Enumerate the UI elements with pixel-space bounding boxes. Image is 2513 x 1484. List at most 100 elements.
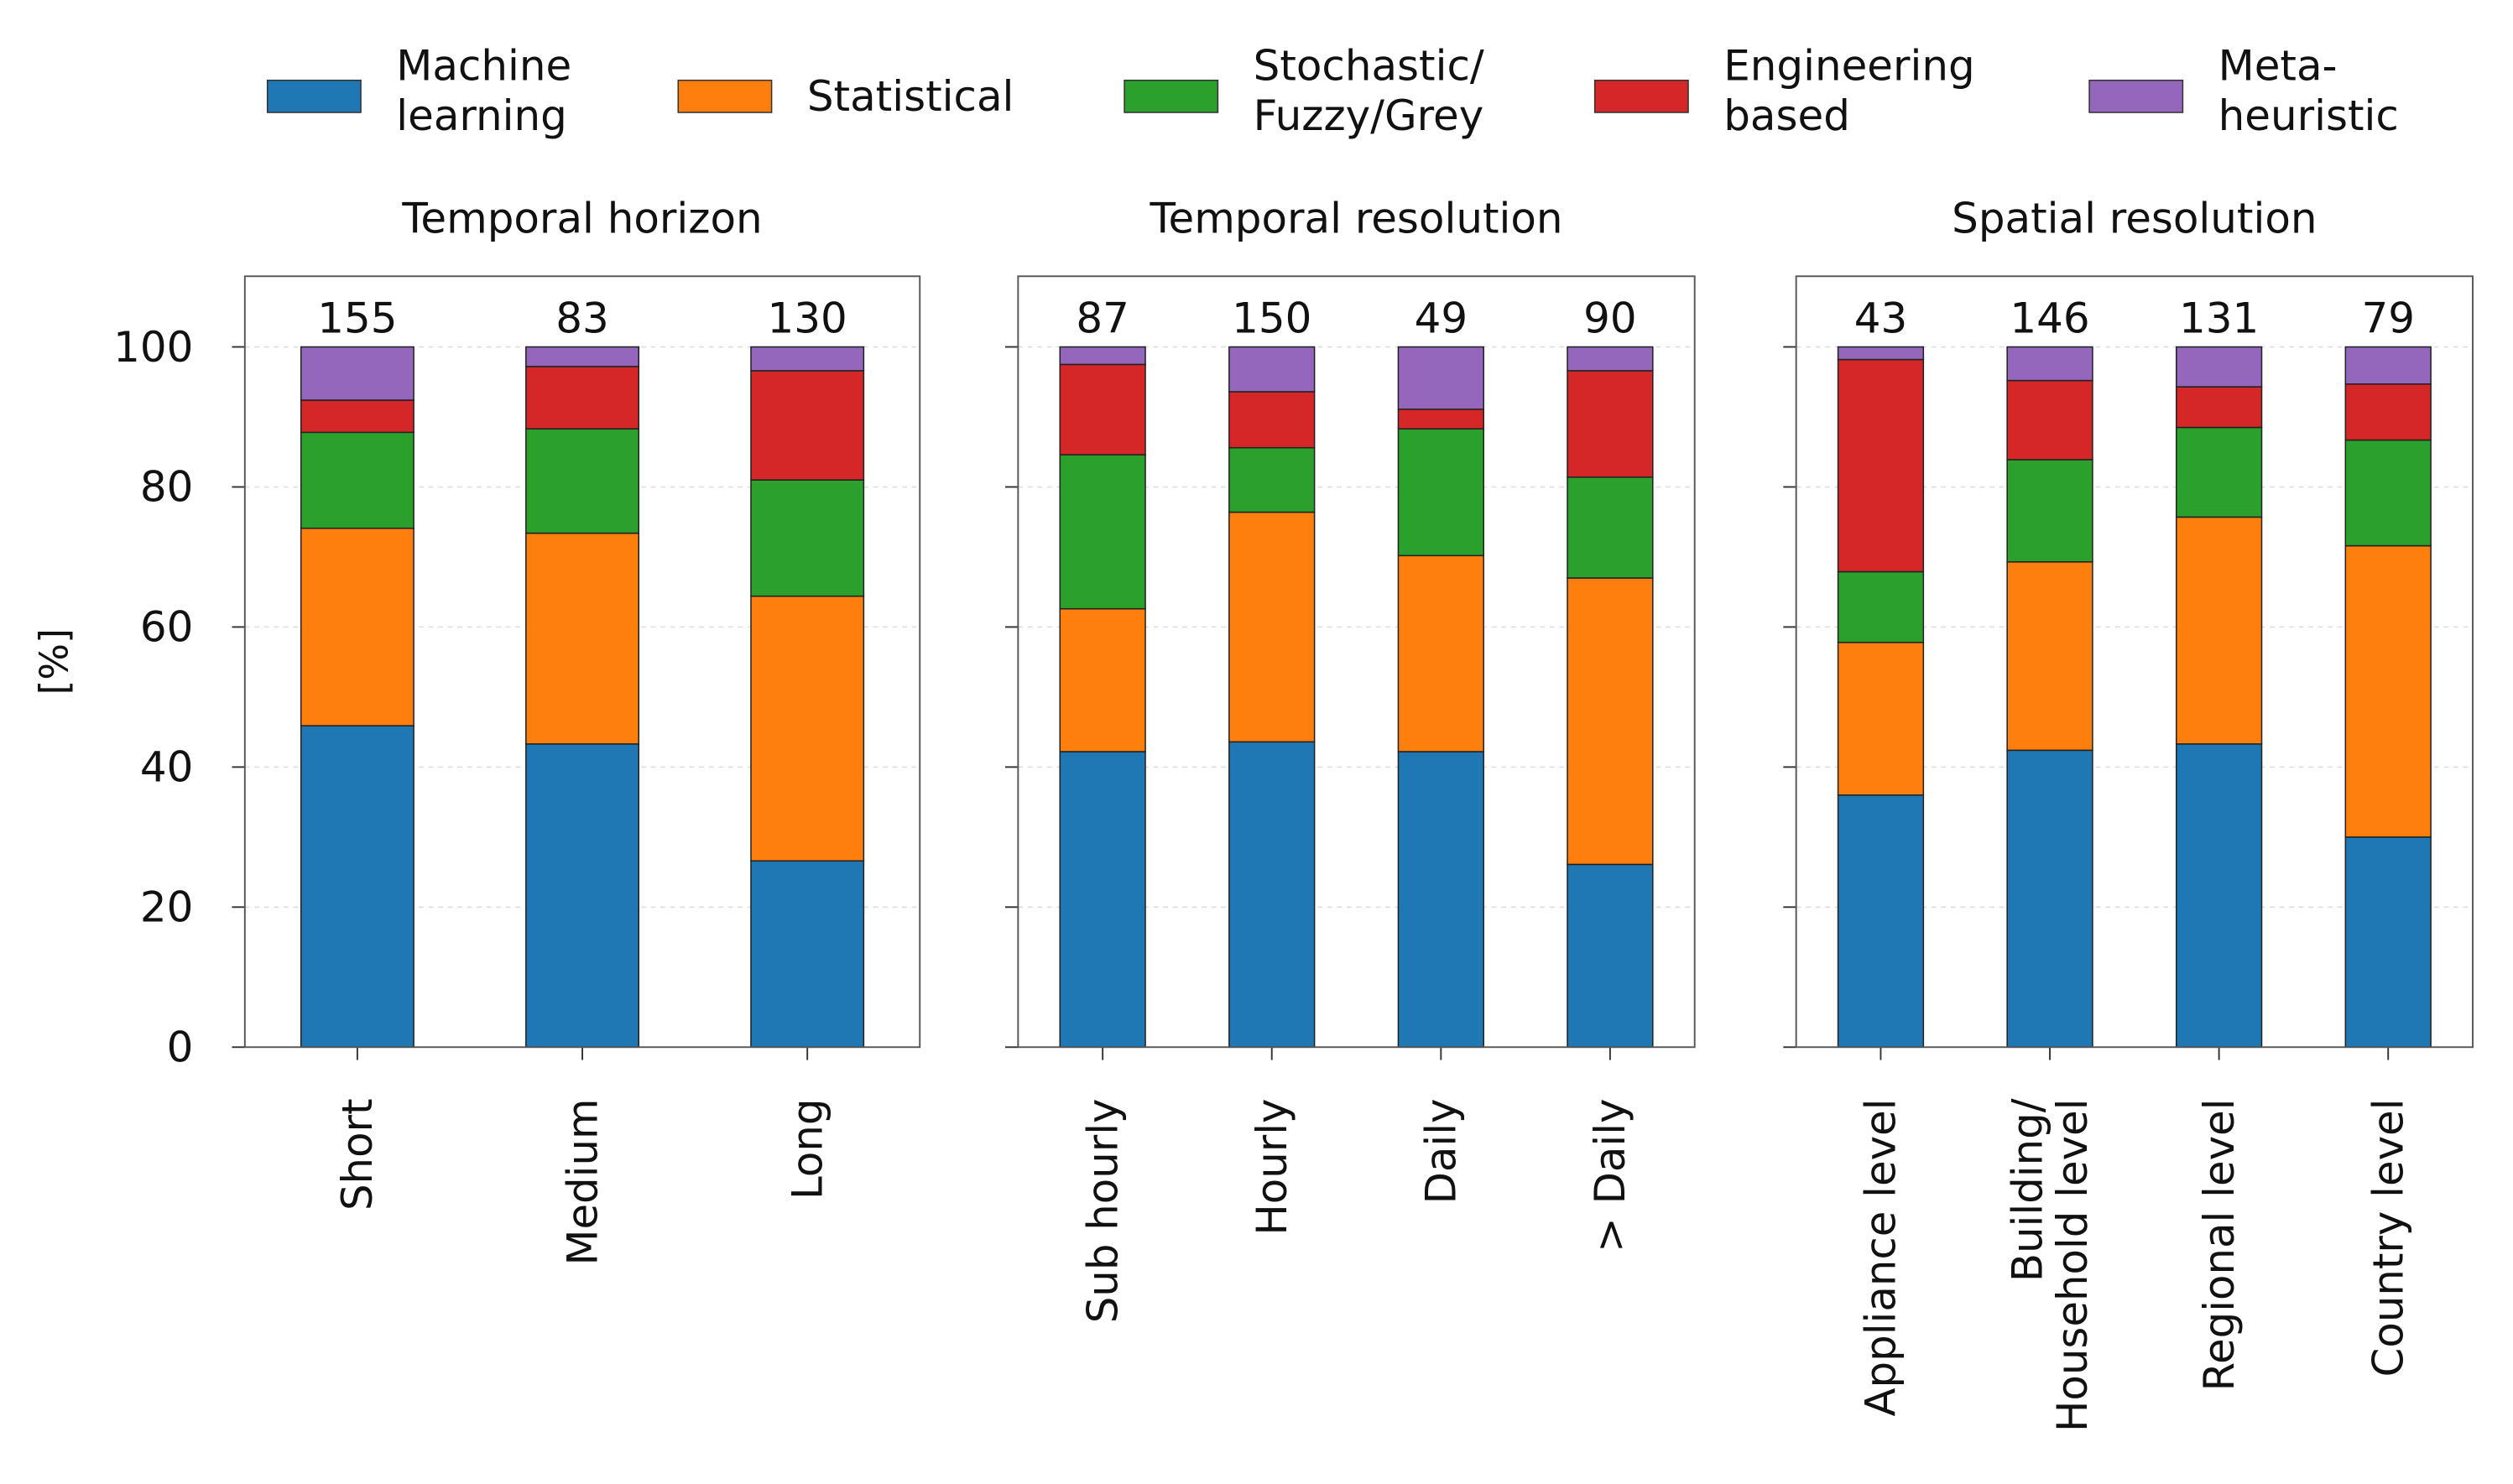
bar-segment xyxy=(1059,454,1146,610)
bar-segment xyxy=(2175,743,2263,1049)
panel: Temporal resolution 87 Sub hourly 150 Hourly… xyxy=(1005,195,1696,1324)
bar-segment xyxy=(2344,544,2432,838)
bar-segment xyxy=(1228,741,1316,1049)
bar-segment xyxy=(1059,607,1146,752)
x-tick-label: Long xyxy=(783,1099,832,1200)
count-label: 83 xyxy=(555,294,608,342)
bar-segment xyxy=(1228,346,1316,393)
bar-segment xyxy=(750,479,865,597)
y-axis-label: [%] xyxy=(32,628,77,695)
panel: Spatial resolution 43 Appliance level 146 Bu… xyxy=(1783,195,2474,1432)
bar-segment xyxy=(1397,751,1484,1049)
legend-label: Machine xyxy=(396,42,571,91)
bar-segment xyxy=(750,370,865,481)
legend-label: heuristic xyxy=(2218,91,2399,140)
bar-segment xyxy=(1837,346,1925,361)
panel: Temporal horizon 0 20 40 60 80 100 155 Short 83 Me… xyxy=(113,195,921,1266)
count-label: 79 xyxy=(2361,294,2414,342)
bar-segment xyxy=(1567,577,1654,866)
x-tick-label: Appliance level xyxy=(1857,1099,1906,1417)
bar-segment xyxy=(1397,346,1484,410)
bar-segment xyxy=(300,725,414,1049)
bar-segment xyxy=(1837,642,1925,796)
panels: Temporal horizon 0 20 40 60 80 100 155 Short 83 Me… xyxy=(113,195,2474,1432)
panel-title: Temporal resolution xyxy=(1150,195,1563,243)
bar-segment xyxy=(2175,426,2263,518)
bar-segment xyxy=(2344,439,2432,547)
bar-segment xyxy=(2175,346,2263,388)
bar-segment xyxy=(525,366,639,430)
bar-segment xyxy=(1059,751,1146,1049)
x-tick-label: Sub hourly xyxy=(1078,1099,1127,1324)
bar-segment xyxy=(750,346,865,372)
bar-segment xyxy=(2006,749,2093,1049)
bar-segment xyxy=(1567,476,1654,579)
bar-segment xyxy=(1567,370,1654,478)
x-tick-label: Building/ xyxy=(2003,1098,2052,1282)
bar-segment xyxy=(1397,555,1484,752)
panel-frame xyxy=(243,275,921,1049)
legend-swatch xyxy=(266,79,362,113)
bar-segment xyxy=(300,431,414,529)
count-label: 49 xyxy=(1415,294,1468,342)
bar-segment xyxy=(1567,863,1654,1049)
panel-title: Spatial resolution xyxy=(1952,195,2317,243)
bar-segment xyxy=(2006,379,2093,461)
bar-segment xyxy=(525,428,639,534)
x-tick-label: Country level xyxy=(2364,1099,2412,1377)
count-label: 146 xyxy=(2010,294,2089,342)
bar-segment xyxy=(1397,428,1484,557)
bar-segment xyxy=(1397,409,1484,430)
legend-label: learning xyxy=(396,91,567,140)
count-label: 155 xyxy=(317,294,397,342)
x-tick-label: Household level xyxy=(2048,1099,2097,1432)
count-label: 90 xyxy=(1583,294,1636,342)
legend-label: Fuzzy/Grey xyxy=(1254,91,1484,140)
y-tick-label: 20 xyxy=(140,883,193,932)
bar-segment xyxy=(1228,446,1316,513)
legend-swatch xyxy=(1593,79,1689,113)
panel-frame xyxy=(1017,275,1696,1049)
bar-segment xyxy=(2006,346,2093,382)
bar-segment xyxy=(300,399,414,434)
bar-segment xyxy=(300,527,414,726)
x-tick-label: Hourly xyxy=(1248,1099,1296,1236)
bar-segment xyxy=(2175,516,2263,745)
legend-swatch xyxy=(2088,79,2184,113)
legend-label: Statistical xyxy=(807,72,1014,121)
bar-segment xyxy=(2006,459,2093,563)
bar-segment xyxy=(1837,570,1925,643)
bar-segment xyxy=(1228,391,1316,449)
y-tick-label: 100 xyxy=(113,323,193,372)
y-tick-label: 40 xyxy=(140,743,193,792)
legend-label: Stochastic/ xyxy=(1254,42,1484,91)
bar-segment xyxy=(300,346,414,401)
count-label: 43 xyxy=(1854,294,1907,342)
x-tick-label: Medium xyxy=(558,1099,607,1266)
legend-label: Engineering xyxy=(1723,42,1974,91)
bar-segment xyxy=(2344,383,2432,441)
panel-title: Temporal horizon xyxy=(401,195,762,243)
y-tick-label: 0 xyxy=(167,1023,194,1072)
bar-segment xyxy=(750,860,865,1049)
x-tick-label: Short xyxy=(333,1099,382,1211)
count-label: 87 xyxy=(1076,294,1129,342)
bar-segment xyxy=(1228,511,1316,743)
bar-segment xyxy=(750,595,865,862)
legend-swatch xyxy=(677,79,773,113)
bar-segment xyxy=(2344,346,2432,385)
bar-segment xyxy=(525,346,639,367)
count-label: 150 xyxy=(1232,294,1311,342)
count-label: 131 xyxy=(2179,294,2259,342)
bar-segment xyxy=(1059,363,1146,456)
panel-frame xyxy=(1795,275,2474,1049)
count-label: 130 xyxy=(768,294,847,342)
x-tick-label: Daily xyxy=(1417,1099,1466,1205)
legend-label: Meta- xyxy=(2218,42,2338,91)
bar-segment xyxy=(1059,346,1146,366)
bar-segment xyxy=(1567,346,1654,372)
bar-segment xyxy=(1837,358,1925,573)
y-tick-label: 80 xyxy=(140,463,193,512)
